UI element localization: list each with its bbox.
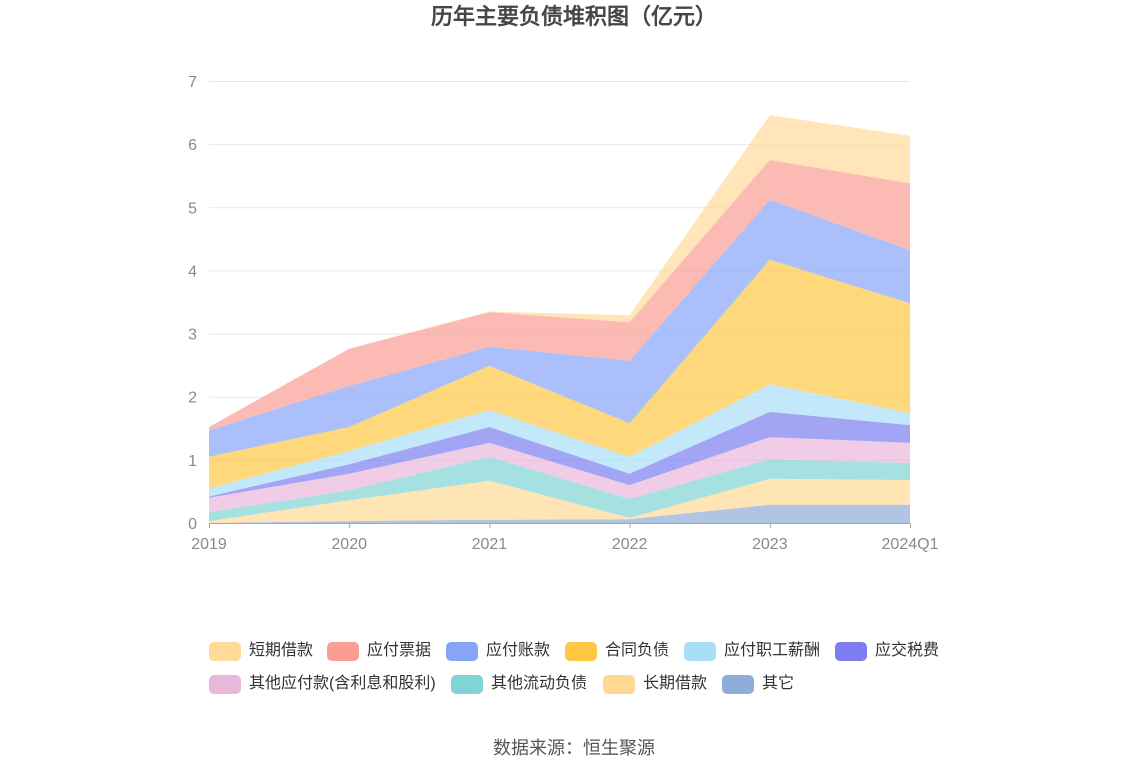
y-tick-label: 5 <box>188 200 197 217</box>
legend-item-notes-payable[interactable]: 应付票据 <box>327 641 431 661</box>
y-tick-label: 3 <box>188 327 197 344</box>
legend-swatch <box>684 641 716 661</box>
legend-swatch <box>565 641 597 661</box>
area-notes-payable <box>209 159 910 431</box>
legend-label: 其他流动负债 <box>491 675 588 692</box>
legend-item-accounts-payable[interactable]: 应付账款 <box>446 641 550 661</box>
area-employee-payroll-payable <box>209 384 910 497</box>
stacked-areas <box>209 115 910 523</box>
area-long-term-loans <box>209 478 910 523</box>
legend-swatch <box>327 641 359 661</box>
x-tick-label: 2021 <box>472 536 508 553</box>
area-short-term-loans <box>209 115 910 427</box>
area-contract-liabilities <box>209 259 910 489</box>
data-source: 数据来源：恒生聚源 <box>493 738 655 758</box>
legend-item-other-payables[interactable]: 其他应付款(含利息和股利) <box>209 674 436 694</box>
x-tick-label: 2024Q1 <box>882 536 939 553</box>
area-other-payables <box>209 437 910 513</box>
y-tick-label: 7 <box>188 74 197 91</box>
legend-item-taxes-payable[interactable]: 应交税费 <box>835 641 939 661</box>
legend-label: 长期借款 <box>643 675 708 692</box>
legend-swatch <box>603 674 635 694</box>
legend-label: 其他应付款(含利息和股利) <box>249 675 436 692</box>
area-taxes-payable <box>209 411 910 498</box>
legend-item-long-term-loans[interactable]: 长期借款 <box>603 674 707 694</box>
legend-label: 应付票据 <box>367 642 432 659</box>
y-tick-label: 2 <box>188 390 197 407</box>
legend-swatch <box>209 641 241 661</box>
legend-label: 应交税费 <box>875 642 940 659</box>
legend-swatch <box>451 674 483 694</box>
legend-item-other-current-liabilities[interactable]: 其他流动负债 <box>451 674 587 694</box>
legend-label: 短期借款 <box>249 642 314 659</box>
legend-swatch <box>835 641 867 661</box>
y-tick-label: 6 <box>188 137 197 154</box>
area-others <box>209 504 910 523</box>
legend-swatch <box>722 674 754 694</box>
y-tick-label: 0 <box>188 516 197 533</box>
legend-item-short-term-loans[interactable]: 短期借款 <box>209 641 313 661</box>
area-other-current-liabilities <box>209 456 910 522</box>
x-tick-label: 2022 <box>612 536 648 553</box>
legend-item-others[interactable]: 其它 <box>722 674 794 694</box>
chart-plot: 0 1 2 3 4 5 6 7 2019 2020 2021 2022 2023 2024Q1 <box>188 74 938 553</box>
chart-title: 历年主要负债堆积图（亿元） <box>430 4 717 29</box>
legend-label: 应付职工薪酬 <box>724 642 821 659</box>
legend-label: 合同负债 <box>605 642 670 659</box>
legend-label: 其它 <box>762 675 795 692</box>
x-tick-label: 2019 <box>191 536 227 553</box>
legend-label: 应付账款 <box>486 642 551 659</box>
y-tick-label: 1 <box>188 453 197 470</box>
legend-item-contract-liabilities[interactable]: 合同负债 <box>565 641 669 661</box>
legend-swatch <box>446 641 478 661</box>
axes: 0 1 2 3 4 5 6 7 2019 2020 2021 2022 2023 2024Q1 <box>188 74 938 553</box>
legend-swatch <box>209 674 241 694</box>
x-tick-label: 2020 <box>331 536 367 553</box>
y-tick-label: 4 <box>188 263 197 280</box>
area-accounts-payable <box>209 199 910 457</box>
legend-item-employee-payroll-payable[interactable]: 应付职工薪酬 <box>684 641 820 661</box>
x-tick-label: 2023 <box>752 536 788 553</box>
